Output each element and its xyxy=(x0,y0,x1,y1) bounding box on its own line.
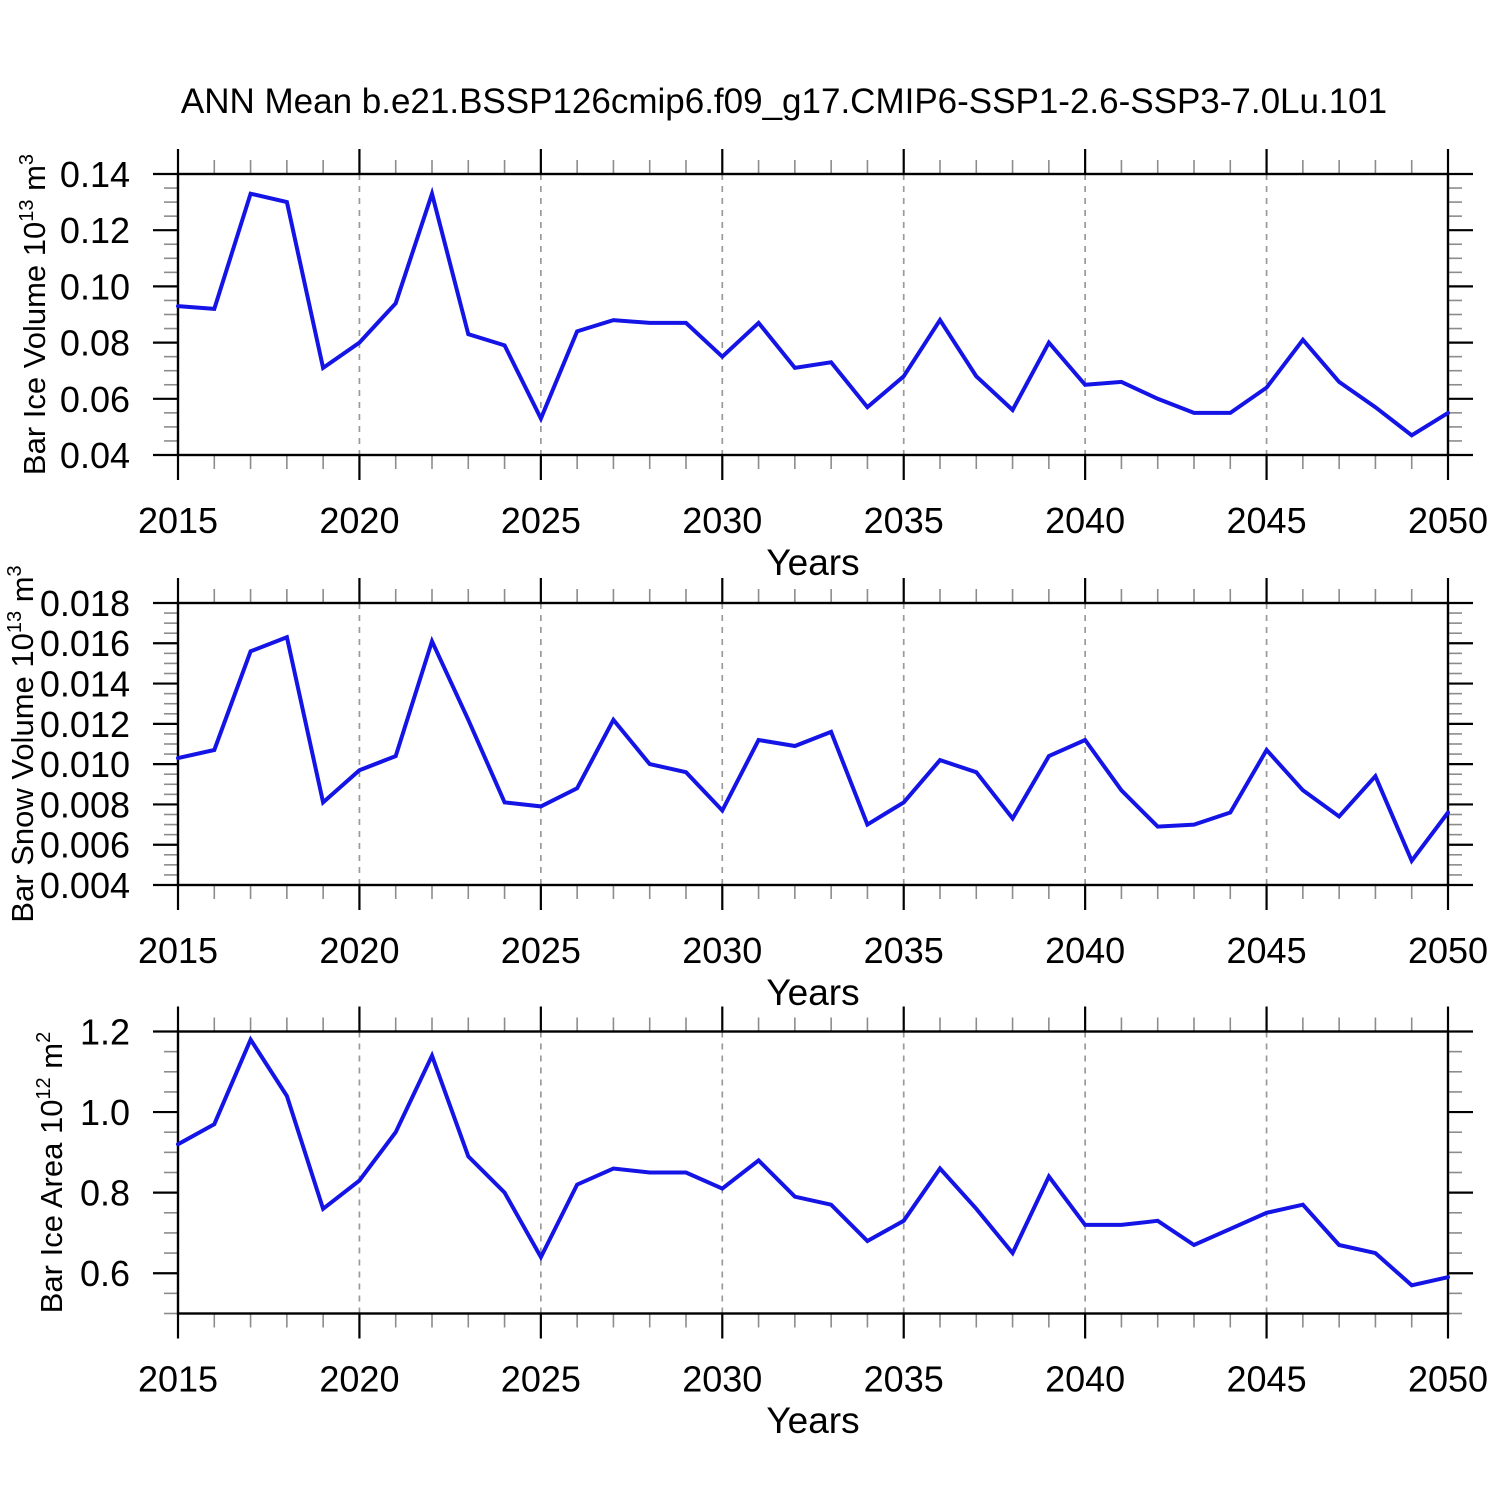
x-tick-label-2040: 2040 xyxy=(1045,1359,1125,1400)
y-tick-label-1.2: 1.2 xyxy=(80,1011,130,1052)
y-axis-title-part: Bar Ice Volume 10 xyxy=(17,222,52,475)
y-tick-label-0.12: 0.12 xyxy=(60,210,130,251)
y-tick-label-0.012: 0.012 xyxy=(40,704,130,745)
x-tick-label-2020: 2020 xyxy=(319,1359,399,1400)
x-tick-label-2050: 2050 xyxy=(1408,500,1488,541)
x-tick-label-2040: 2040 xyxy=(1045,500,1125,541)
x-tick-label-2050: 2050 xyxy=(1408,930,1488,971)
x-tick-label-2015: 2015 xyxy=(138,930,218,971)
x-tick-label-2030: 2030 xyxy=(682,930,762,971)
y-axis-title-part: m xyxy=(34,1043,69,1077)
y-axis-title-part: 3 xyxy=(16,154,38,165)
chart-title: ANN Mean b.e21.BSSP126cmip6.f09_g17.CMIP… xyxy=(181,82,1387,121)
x-tick-label-2045: 2045 xyxy=(1227,500,1307,541)
x-tick-label-2035: 2035 xyxy=(864,1359,944,1400)
x-tick-label-2035: 2035 xyxy=(864,500,944,541)
x-tick-label-2025: 2025 xyxy=(501,930,581,971)
y-axis-title-snow-volume: Bar Snow Volume 1013 m3 xyxy=(4,565,40,922)
x-tick-label-2015: 2015 xyxy=(138,1359,218,1400)
y-tick-label-0.8: 0.8 xyxy=(80,1173,130,1214)
plot-frame xyxy=(176,601,1450,887)
x-tick-label-2045: 2045 xyxy=(1227,1359,1307,1400)
y-tick-label-0.018: 0.018 xyxy=(40,583,130,624)
x-tick-label-2020: 2020 xyxy=(319,930,399,971)
x-tick-label-2020: 2020 xyxy=(319,500,399,541)
plot-frame xyxy=(176,1030,1450,1315)
x-tick-label-2025: 2025 xyxy=(501,500,581,541)
y-tick-label-0.004: 0.004 xyxy=(40,865,130,906)
y-tick-label-0.010: 0.010 xyxy=(40,744,130,785)
y-axis-title-part: 13 xyxy=(4,611,26,633)
y-tick-label-0.10: 0.10 xyxy=(60,266,130,307)
y-axis-title-ice-volume: Bar Ice Volume 1013 m3 xyxy=(16,154,52,475)
x-tick-label-2040: 2040 xyxy=(1045,930,1125,971)
x-tick-label-2015: 2015 xyxy=(138,500,218,541)
y-axis-title-part: Bar Snow Volume 10 xyxy=(5,633,40,923)
x-axis-title: Years xyxy=(766,1400,859,1441)
data-line-ice-area xyxy=(176,1035,1450,1288)
y-tick-label-0.006: 0.006 xyxy=(40,825,130,866)
y-axis-title-part: m xyxy=(5,576,40,610)
y-axis-title-part: 2 xyxy=(33,1032,55,1043)
x-tick-label-2030: 2030 xyxy=(682,500,762,541)
y-tick-label-0.6: 0.6 xyxy=(80,1253,130,1294)
data-line-snow-volume xyxy=(176,634,1450,865)
y-tick-label-0.04: 0.04 xyxy=(60,435,130,476)
panel-ice-area: 1.2 1.0 0.8 0.6 2015 2020 2025 2030 2035 2040 2045… xyxy=(33,1006,1488,1400)
plot-frame xyxy=(176,172,1450,457)
y-tick-label-0.06: 0.06 xyxy=(60,379,130,420)
y-axis-title-ice-area: Bar Ice Area 1012 m2 xyxy=(33,1032,69,1314)
x-tick-label-2035: 2035 xyxy=(864,930,944,971)
y-tick-label-0.016: 0.016 xyxy=(40,623,130,664)
y-tick-label-0.14: 0.14 xyxy=(60,154,130,195)
x-axis-title: Years xyxy=(766,972,859,1013)
y-tick-label-1.0: 1.0 xyxy=(80,1092,130,1133)
y-tick-label-0.08: 0.08 xyxy=(60,323,130,364)
x-tick-label-2030: 2030 xyxy=(682,1359,762,1400)
y-axis-title-part: 12 xyxy=(33,1077,55,1099)
data-line-ice-volume xyxy=(176,186,1450,438)
y-tick-label-0.014: 0.014 xyxy=(40,664,130,705)
y-axis-title-part: 3 xyxy=(4,565,26,576)
x-tick-label-2050: 2050 xyxy=(1408,1359,1488,1400)
x-axis-title: Years xyxy=(766,542,859,583)
x-tick-label-2025: 2025 xyxy=(501,1359,581,1400)
y-axis-title-part: m xyxy=(17,165,52,199)
y-tick-label-0.008: 0.008 xyxy=(40,784,130,825)
y-axis-title-part: Bar Ice Area 10 xyxy=(34,1100,69,1314)
y-axis-title-part: 13 xyxy=(16,199,38,221)
x-tick-label-2045: 2045 xyxy=(1227,930,1307,971)
panel-snow-volume: 0.0180.0160.0140.0120.0100.0080.0060.004… xyxy=(4,565,1488,971)
